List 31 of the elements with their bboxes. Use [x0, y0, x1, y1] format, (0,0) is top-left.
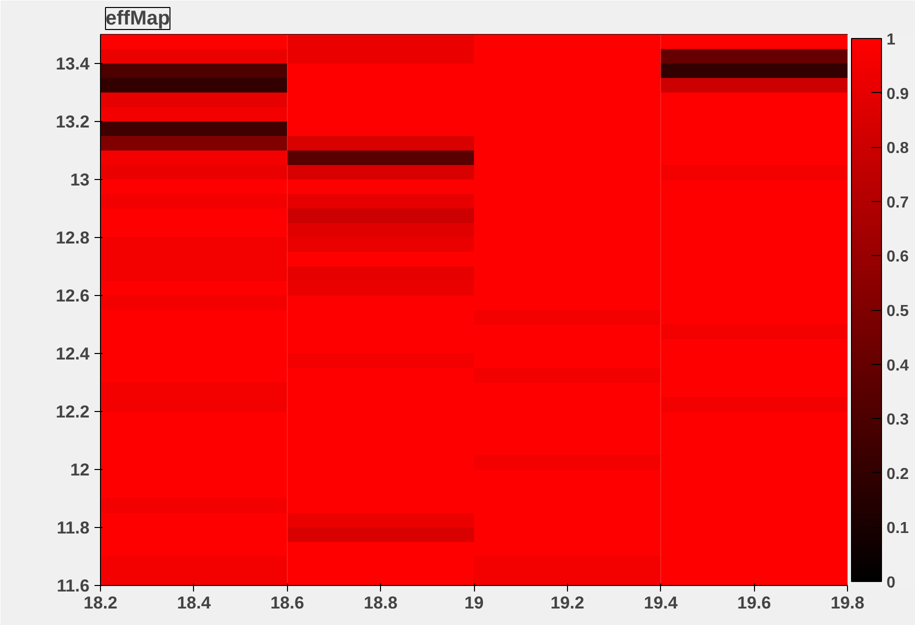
- color-bar-label: 0.3: [886, 412, 909, 429]
- color-bar-label: 0.1: [886, 520, 909, 538]
- y-tick-label: 13: [70, 170, 90, 190]
- color-bar-label: 0: [886, 574, 896, 592]
- color-bar-label: 0.2: [886, 466, 909, 483]
- chart-title: effMap: [106, 8, 170, 30]
- x-tick-label: 18.6: [270, 592, 304, 612]
- x-tick-label: 19.6: [737, 592, 772, 612]
- color-bar-label: 0.9: [886, 86, 909, 103]
- x-tick-label: 19.4: [644, 592, 678, 612]
- color-bar-label: 0.7: [886, 194, 909, 212]
- x-tick-label: 19: [464, 592, 484, 612]
- y-tick-label: 12.8: [56, 228, 90, 248]
- color-bar-label: 0.6: [886, 248, 909, 266]
- color-bar-label: 0.8: [886, 140, 909, 158]
- y-tick-label: 12.4: [56, 344, 90, 364]
- x-tick-label: 19.2: [550, 592, 584, 612]
- y-tick-label: 11.6: [56, 576, 90, 596]
- y-tick-label: 13.4: [56, 54, 90, 74]
- color-bar-label: 1: [886, 32, 896, 48]
- x-tick-label: 18.2: [84, 592, 118, 612]
- color-bar-label: 0.4: [886, 357, 909, 374]
- y-tick-label: 13.2: [56, 112, 90, 132]
- y-tick-label: 12.2: [56, 402, 90, 422]
- color-bar-label: 0.5: [886, 303, 909, 320]
- x-tick-label: 19.8: [830, 592, 865, 612]
- x-tick-label: 18.4: [177, 592, 212, 612]
- x-tick-label: 18.8: [364, 592, 398, 612]
- y-tick-label: 12: [70, 460, 90, 480]
- y-tick-label: 12.6: [56, 286, 90, 306]
- y-tick-label: 11.8: [56, 518, 90, 538]
